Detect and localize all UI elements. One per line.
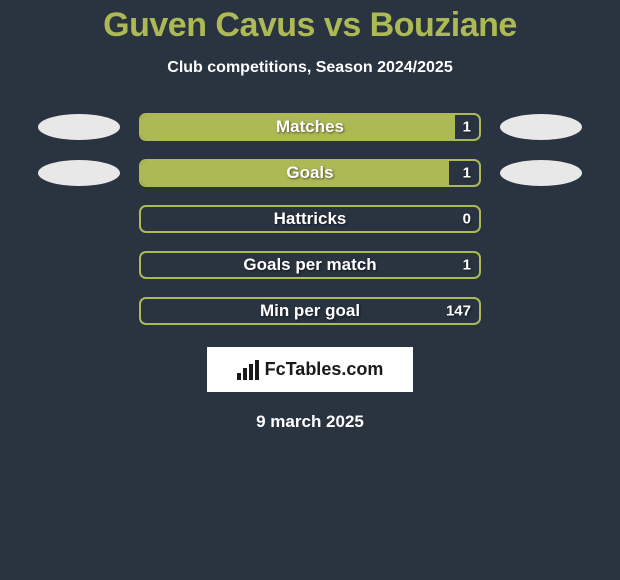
stat-row: Min per goal 147 [0,297,620,325]
stat-label: Min per goal [260,301,360,321]
stat-bar: Hattricks 0 [139,205,481,233]
stat-label: Goals [286,163,333,183]
bar-chart-icon [237,360,259,380]
page-title: Guven Cavus vs Bouziane [103,6,517,45]
stat-label: Matches [276,117,344,137]
stat-row: Hattricks 0 [0,205,620,233]
left-oval-icon [38,160,120,186]
brand-box: FcTables.com [207,347,414,392]
stat-rows: Matches 1 Goals 1 Hattricks 0 Goals per match 1… [0,113,620,325]
stat-label: Goals per match [243,255,376,275]
right-oval-icon [500,160,582,186]
stat-bar: Min per goal 147 [139,297,481,325]
left-slot [19,160,139,186]
stat-value: 147 [446,303,471,320]
right-slot [481,114,601,140]
left-slot [19,114,139,140]
page-subtitle: Club competitions, Season 2024/2025 [167,59,452,77]
stat-row: Goals per match 1 [0,251,620,279]
right-slot [481,160,601,186]
stat-bar: Matches 1 [139,113,481,141]
stat-value: 1 [463,257,471,274]
stat-row: Matches 1 [0,113,620,141]
stat-label: Hattricks [274,209,347,229]
left-oval-icon [38,114,120,140]
brand-text: FcTables.com [265,359,384,380]
stat-value: 1 [463,165,471,182]
stat-row: Goals 1 [0,159,620,187]
stat-value: 1 [463,119,471,136]
right-oval-icon [500,114,582,140]
date-text: 9 march 2025 [256,412,364,432]
stat-value: 0 [463,211,471,228]
stat-bar: Goals 1 [139,159,481,187]
stat-bar: Goals per match 1 [139,251,481,279]
